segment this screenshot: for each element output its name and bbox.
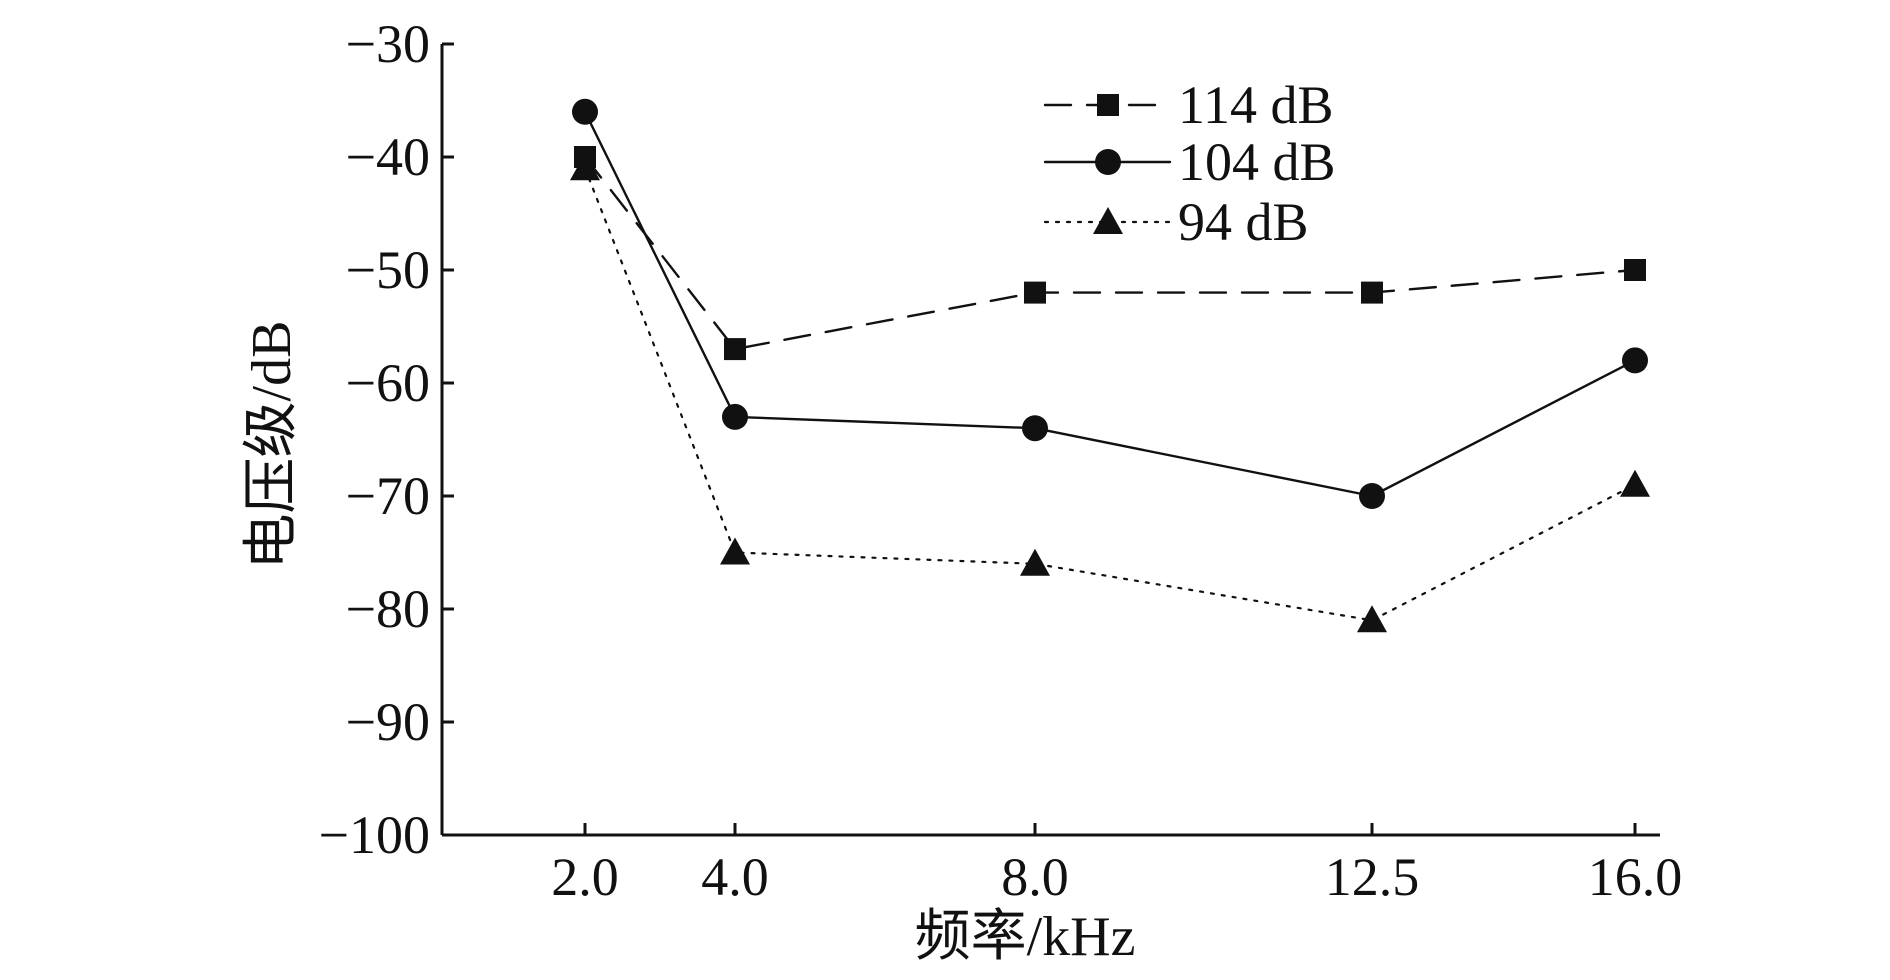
legend-label-1: 114 dB [1178, 75, 1334, 135]
series-3-point-2 [720, 537, 750, 565]
series-3-point-1 [570, 153, 600, 181]
x-tick-label: 16.0 [1588, 847, 1683, 907]
legend-marker-2 [1095, 149, 1121, 175]
series-line-1 [583, 155, 1637, 351]
series-1-point-3 [1024, 281, 1046, 304]
series-2-point-4 [1359, 483, 1385, 509]
legend-item-3: 94 dB [1043, 192, 1309, 252]
y-tick-label: −30 [346, 14, 430, 74]
x-tick-label: 12.5 [1325, 847, 1420, 907]
y-axis-title: 电压级/dB [241, 321, 303, 570]
legend-marker-3 [1093, 207, 1123, 234]
legend-item-2: 104 dB [1043, 132, 1336, 192]
axes-layer: −30 −40 −50 −60 −70 −80 −90 −100 2.0 4.0 8.0 12.5 16… [241, 14, 1682, 968]
series-layer [570, 98, 1650, 633]
series-3-point-3 [1020, 548, 1050, 576]
series-3-point-5 [1620, 469, 1650, 497]
series-1-point-4 [1361, 281, 1383, 304]
y-tick-label: −90 [346, 692, 430, 752]
y-tick-label: −60 [346, 353, 430, 413]
series-1-point-5 [1624, 259, 1646, 281]
x-tick-label: 2.0 [551, 847, 619, 907]
series-2-point-5 [1622, 347, 1648, 374]
series-2-point-1 [572, 98, 598, 125]
y-tick-label: −100 [319, 805, 430, 865]
series-2-point-2 [722, 403, 748, 430]
y-tick-label: −80 [346, 579, 430, 639]
legend-marker-1 [1097, 94, 1119, 116]
legend-label-3: 94 dB [1178, 192, 1309, 252]
series-1-point-2 [724, 338, 746, 361]
legend-item-1: 114 dB [1043, 75, 1334, 135]
series-3-point-4 [1357, 605, 1387, 633]
x-axis-title: 频率/kHz [915, 906, 1136, 968]
x-tick-label: 8.0 [1001, 847, 1069, 907]
x-tick-label: 4.0 [701, 847, 769, 907]
series-3 [570, 153, 1650, 633]
series-2 [572, 98, 1648, 509]
series-1 [574, 146, 1646, 361]
series-2-point-3 [1022, 415, 1048, 442]
y-tick-label: −70 [346, 466, 430, 526]
legend-label-2: 104 dB [1178, 132, 1336, 192]
series-line-3 [583, 167, 1637, 622]
y-tick-label: −50 [346, 240, 430, 300]
y-tick-label: −40 [346, 127, 430, 187]
